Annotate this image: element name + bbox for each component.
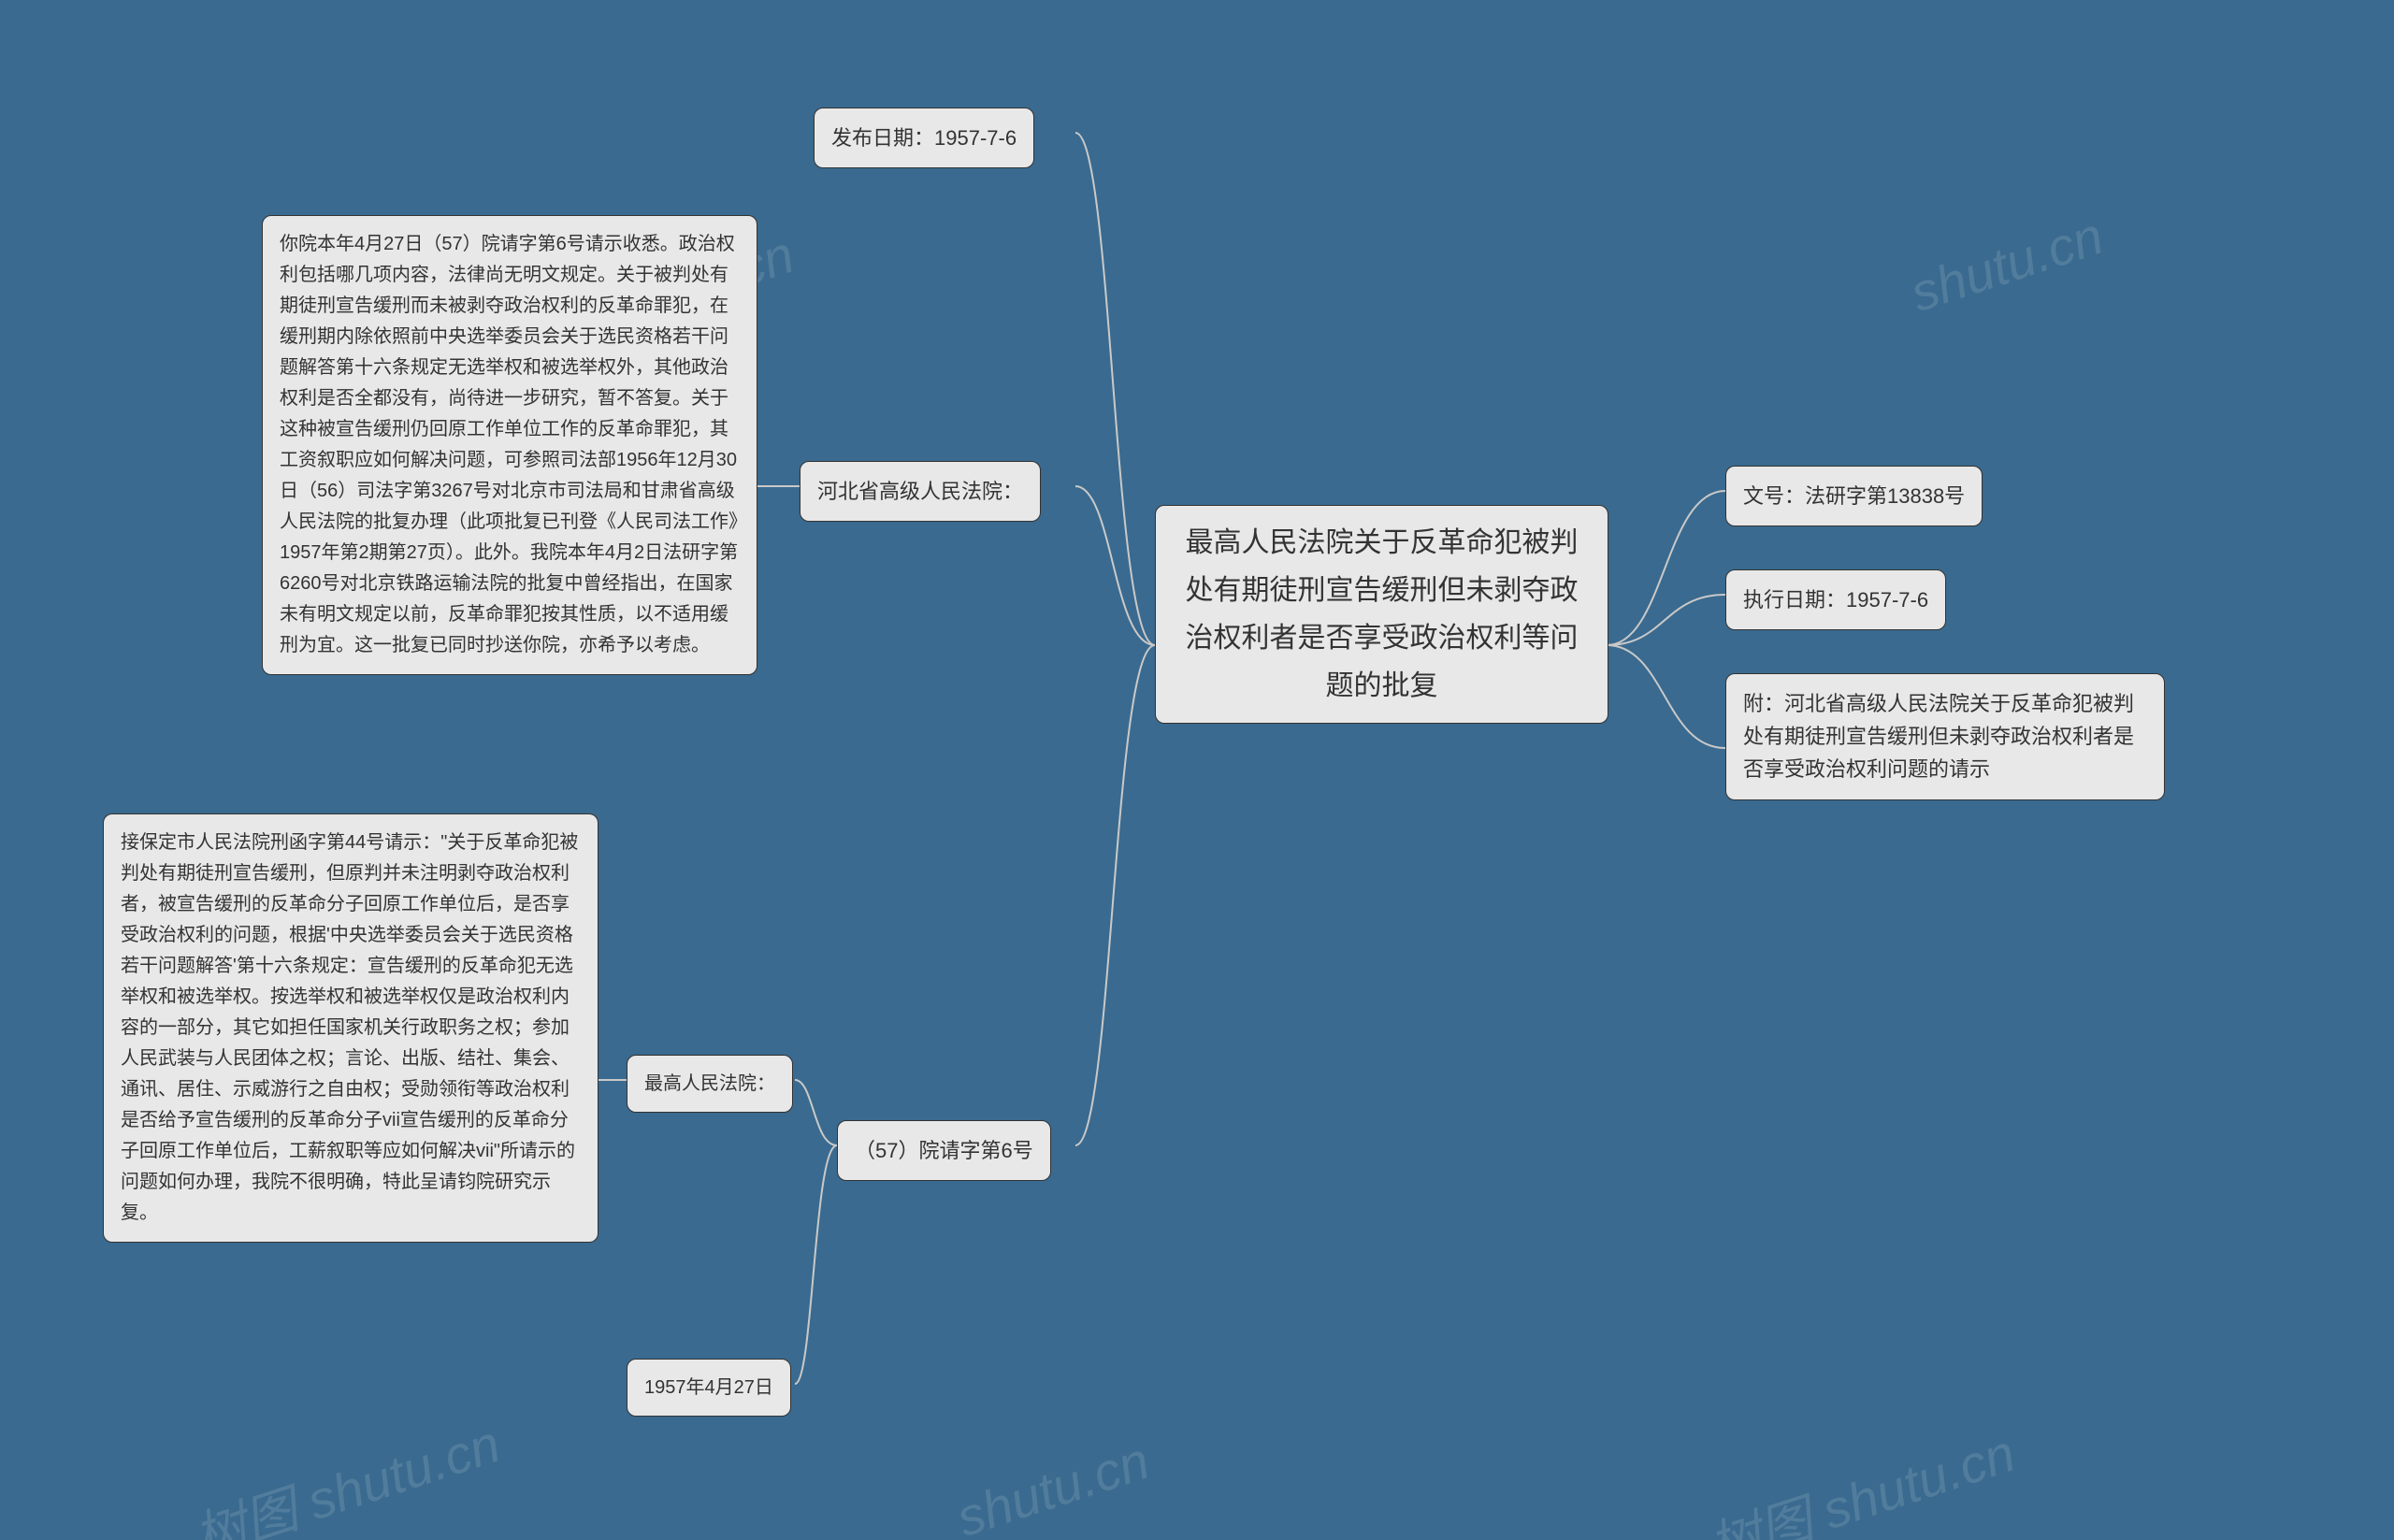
center-node: 最高人民法院关于反革命犯被判处有期徒刑宣告缓刑但未剥夺政治权利者是否享受政治权利… (1155, 505, 1608, 724)
doc-number-node: 文号：法研字第13838号 (1725, 466, 1983, 526)
publish-date-node: 发布日期：1957-7-6 (814, 108, 1034, 168)
date-1957-node: 1957年4月27日 (627, 1359, 791, 1417)
exec-date-node: 执行日期：1957-7-6 (1725, 569, 1946, 630)
appendix-node: 附：河北省高级人民法院关于反革命犯被判处有期徒刑宣告缓刑但未剥夺政治权利者是否享… (1725, 673, 2165, 800)
hebei-court-node: 河北省高级人民法院： (800, 461, 1041, 522)
watermark: 树图 shutu.cn (1698, 1412, 2024, 1540)
supreme-court-node: 最高人民法院： (627, 1055, 793, 1113)
watermark: shutu.cn (1903, 205, 2110, 324)
inquiry-number-node: （57）院请字第6号 (837, 1120, 1051, 1181)
supreme-paragraph-node: 接保定市人民法院刑函字第44号请示："关于反革命犯被判处有期徒刑宣告缓刑，但原判… (103, 813, 598, 1243)
watermark: shutu.cn (949, 1430, 1156, 1540)
watermark: 树图 shutu.cn (183, 1403, 509, 1540)
hebei-paragraph-node: 你院本年4月27日（57）院请字第6号请示收悉。政治权利包括哪几项内容，法律尚无… (262, 215, 757, 675)
